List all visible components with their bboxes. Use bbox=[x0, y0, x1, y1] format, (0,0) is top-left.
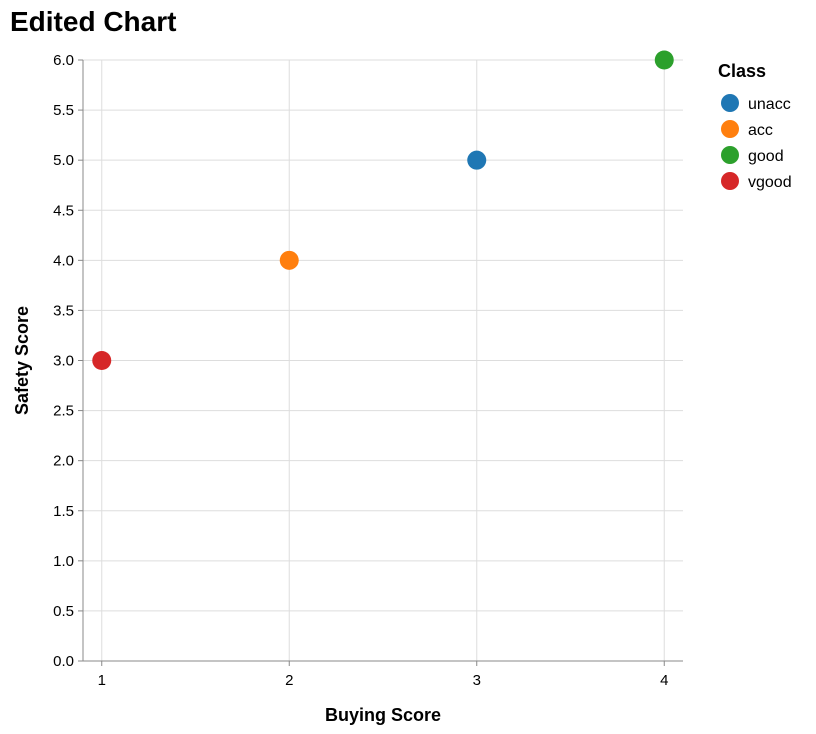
data-point-vgood bbox=[92, 351, 112, 370]
y-tick-label: 0.5 bbox=[53, 603, 74, 620]
legend-label-good: good bbox=[748, 148, 784, 165]
y-tick-label: 3.0 bbox=[53, 353, 74, 370]
data-points bbox=[92, 50, 674, 370]
x-tick-label: 2 bbox=[285, 672, 293, 689]
x-tick-label: 3 bbox=[473, 672, 481, 689]
data-point-acc bbox=[279, 250, 299, 270]
y-tick-label: 2.0 bbox=[53, 453, 74, 470]
legend-marker-good bbox=[721, 146, 739, 164]
y-axis-label: Safety Score bbox=[12, 306, 32, 415]
y-tick-label: 5.5 bbox=[53, 102, 74, 119]
x-tick-label: 1 bbox=[98, 672, 106, 689]
legend-label-acc: acc bbox=[748, 122, 773, 139]
legend-label-unacc: unacc bbox=[748, 96, 791, 113]
x-axis-label: Buying Score bbox=[325, 705, 441, 725]
data-point-good bbox=[654, 50, 674, 70]
legend-title: Class bbox=[718, 61, 766, 81]
y-tick-label: 2.5 bbox=[53, 403, 74, 420]
y-tick-label: 3.5 bbox=[53, 302, 74, 319]
y-tick-label: 6.0 bbox=[53, 52, 74, 69]
y-tick-label: 1.0 bbox=[53, 553, 74, 570]
legend-label-vgood: vgood bbox=[748, 174, 792, 191]
axes: 0.0 0.5 1.0 1.5 2.0 2.5 3.0 3.5 4.0 4.5 5.0 5.5 6.0 1… bbox=[12, 52, 683, 725]
chart-title: Edited Chart bbox=[10, 6, 177, 37]
y-tick-label: 0.0 bbox=[53, 653, 74, 670]
y-tick-label: 4.0 bbox=[53, 252, 74, 269]
y-tick-label: 4.5 bbox=[53, 202, 74, 219]
data-point-unacc bbox=[467, 150, 487, 170]
legend-marker-unacc bbox=[721, 94, 739, 112]
legend-marker-acc bbox=[721, 120, 739, 138]
x-tick-label: 4 bbox=[660, 672, 668, 689]
grid bbox=[83, 59, 683, 662]
y-tick-label: 5.0 bbox=[53, 152, 74, 169]
legend: Class unacc acc good vgood bbox=[718, 61, 792, 191]
legend-marker-vgood bbox=[721, 172, 739, 190]
y-tick-label: 1.5 bbox=[53, 503, 74, 520]
